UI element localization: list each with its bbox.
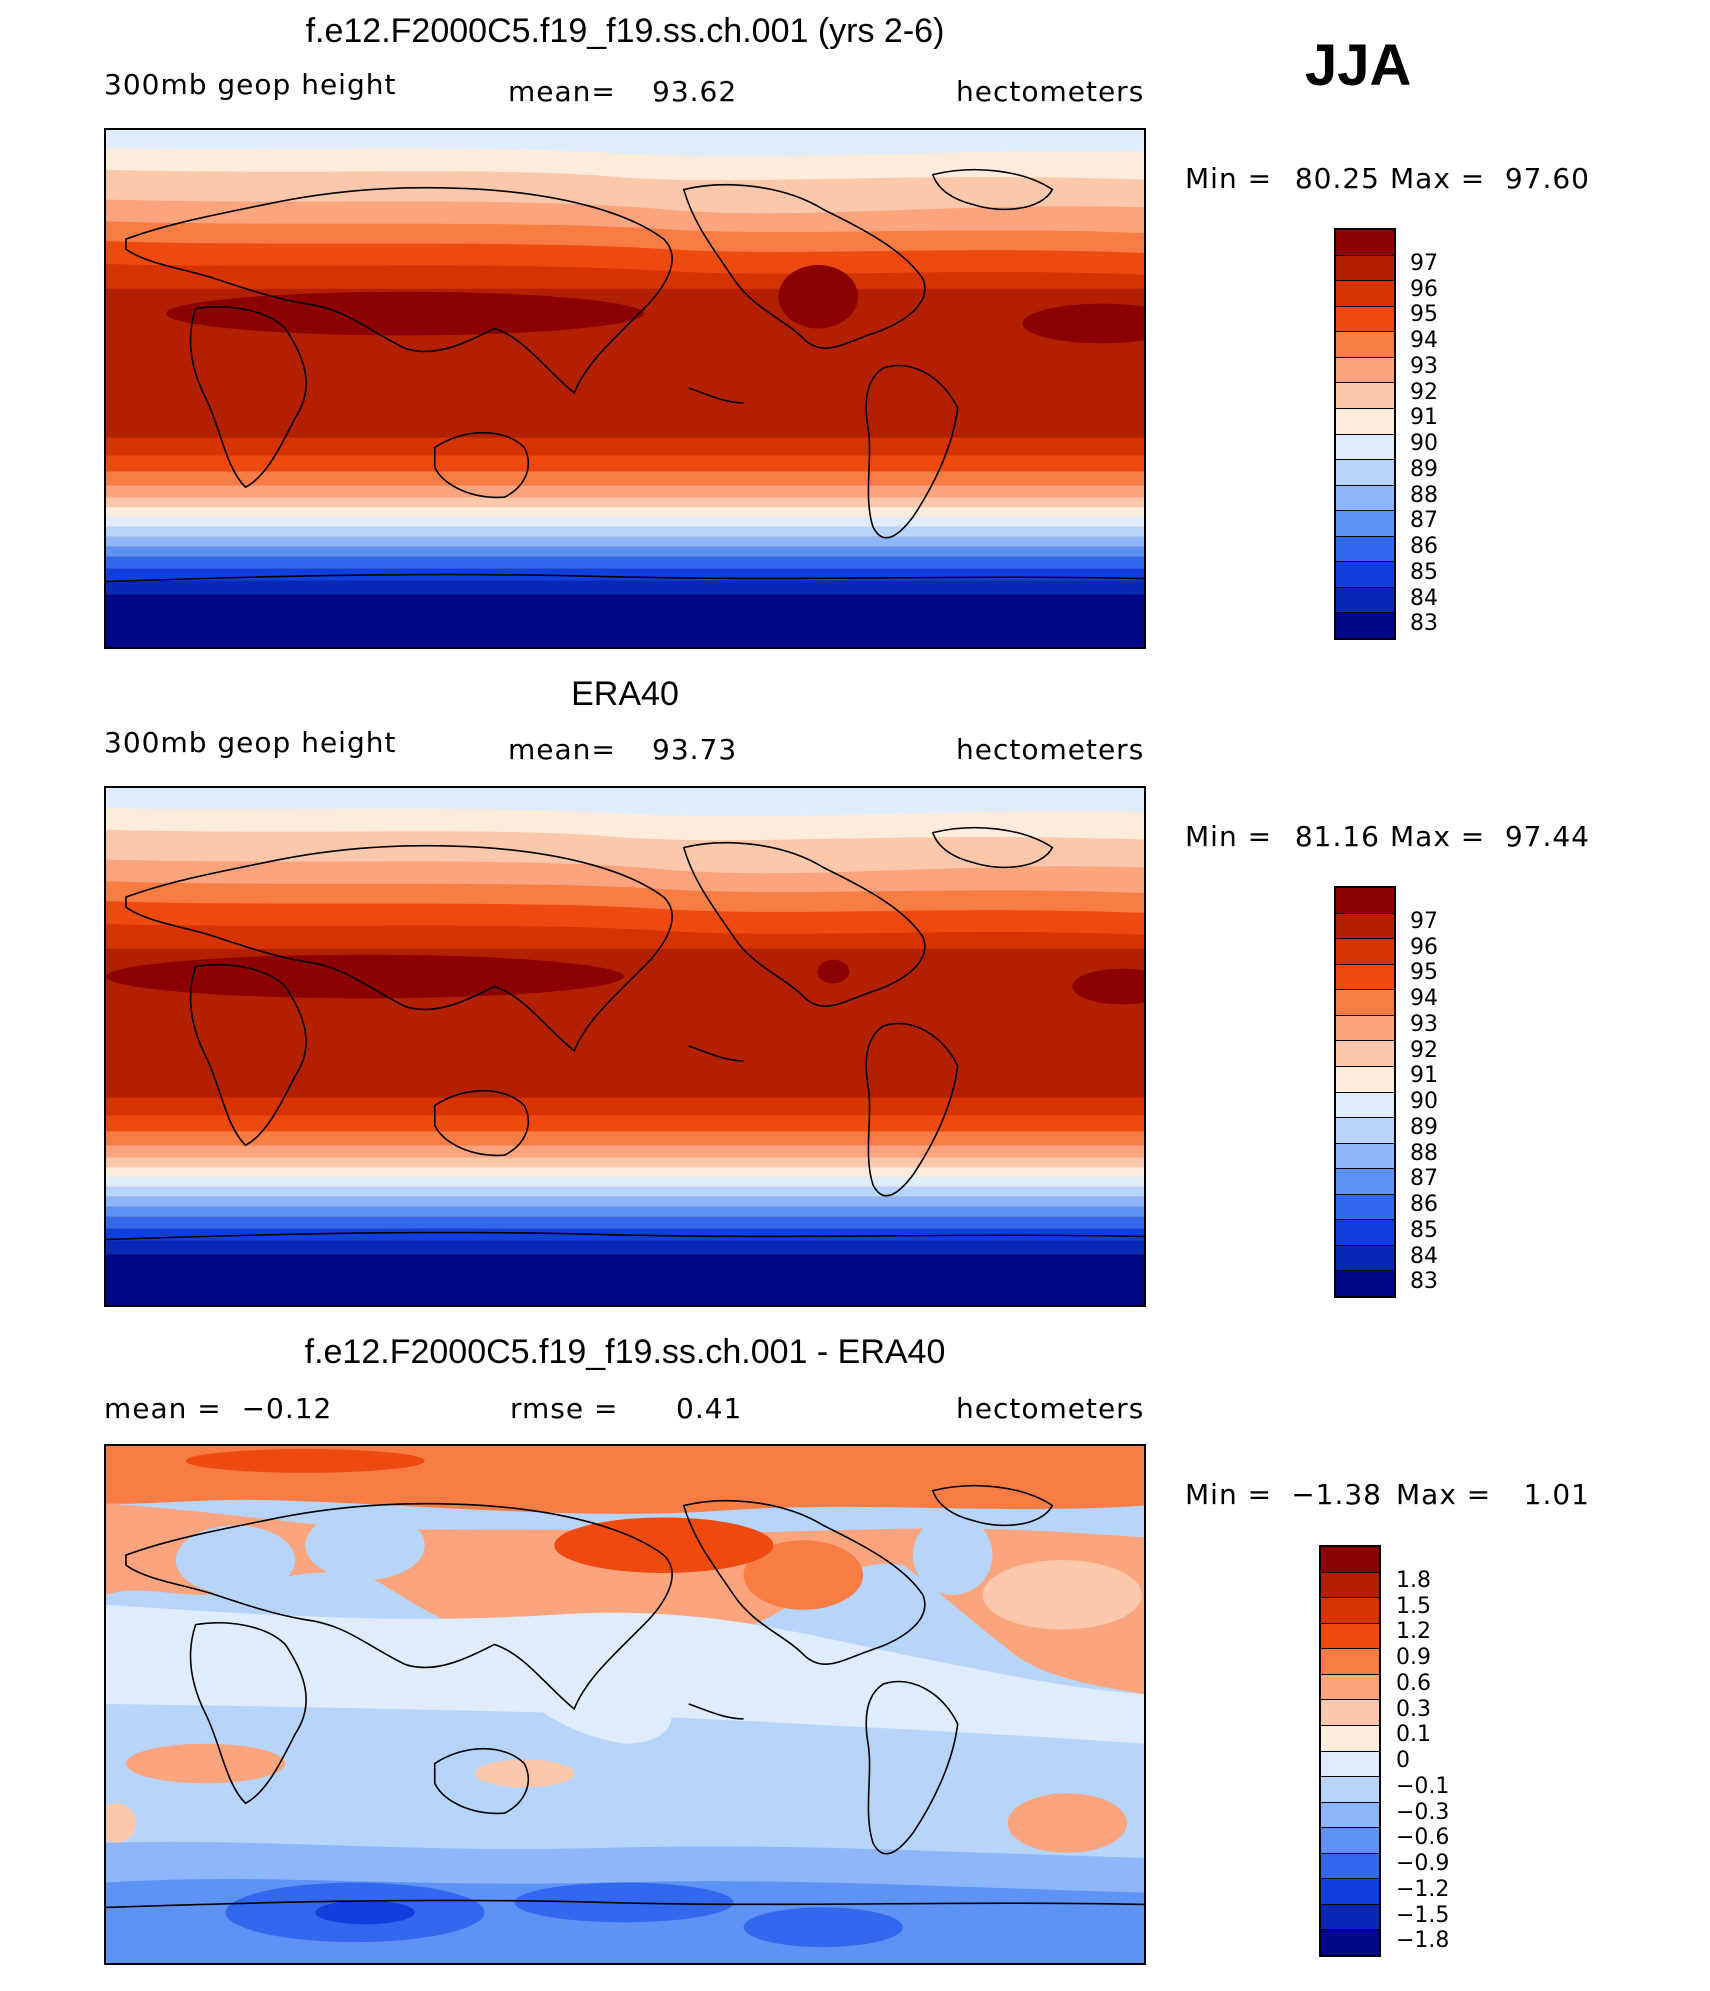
panel1-coastlines (106, 168, 1144, 583)
panel1-colorbar-tick: 89 (1410, 457, 1438, 482)
panel3-coastlines (106, 1484, 1144, 1909)
panel1-colorbar-tick: 84 (1410, 586, 1438, 611)
panel2-coastlines (106, 826, 1144, 1241)
panel3-mean: mean = −0.12 (104, 1392, 333, 1425)
panel3-min-value: −1.38 (1291, 1478, 1382, 1511)
panel3-rmse-label: rmse = (510, 1392, 619, 1425)
panel2-colorbar-tick: 96 (1410, 935, 1438, 960)
panel2-title: ERA40 (571, 675, 679, 713)
panel3-colorbar-tick: −0.6 (1396, 1825, 1450, 1850)
panel3-colorbar (1319, 1545, 1381, 1957)
panel3-colorbar-tick: 1.5 (1396, 1594, 1431, 1619)
panel2-colorbar-tick: 97 (1410, 909, 1438, 934)
panel2-colorbar-tick: 85 (1410, 1218, 1438, 1243)
panel3-colorbar-tick: 0.3 (1396, 1697, 1431, 1722)
panel1-colorbar-tick: 86 (1410, 534, 1438, 559)
panel2-variable-label: 300mb geop height (104, 726, 397, 759)
panel1-colorbar-tick: 97 (1410, 251, 1438, 276)
panel3-min-label: Min = (1185, 1478, 1273, 1511)
panel2-contours (106, 788, 1144, 1305)
panel1-map (104, 128, 1146, 649)
panel2-colorbar-tick: 89 (1410, 1115, 1438, 1140)
panel2-units: hectometers (956, 733, 1145, 766)
panel3-colorbar-tick: −1.8 (1396, 1928, 1450, 1953)
panel1-contours (106, 130, 1144, 647)
panel1-colorbar-tick: 92 (1410, 380, 1438, 405)
panel2-min-label: Min = (1185, 820, 1273, 853)
panel1-min-label: Min = (1185, 162, 1273, 195)
panel3-colorbar-tick: 0.6 (1396, 1671, 1431, 1696)
panel3-max-value: 1.01 (1523, 1478, 1590, 1511)
panel3-title: f.e12.F2000C5.f19_f19.ss.ch.001 - ERA40 (304, 1333, 946, 1371)
panel2-mean-value: 93.73 (652, 733, 738, 766)
panel1-colorbar-tick: 85 (1410, 560, 1438, 585)
panel2-colorbar-tick: 95 (1410, 960, 1438, 985)
panel2-colorbar-tick: 86 (1410, 1192, 1438, 1217)
panel2-colorbar-tick: 93 (1410, 1012, 1438, 1037)
panel2-colorbar-tick: 83 (1410, 1269, 1438, 1294)
panel1-colorbar-tick: 93 (1410, 354, 1438, 379)
panel2-map (104, 786, 1146, 1307)
panel3-colorbar-tick: 1.2 (1396, 1619, 1431, 1644)
panel1-max-label: Max = (1390, 162, 1486, 195)
panel3-colorbar-tick: −0.3 (1396, 1800, 1450, 1825)
panel2-max-label: Max = (1390, 820, 1486, 853)
panel1-colorbar-tick: 83 (1410, 611, 1438, 636)
panel2-colorbar-tick: 92 (1410, 1038, 1438, 1063)
panel3-rmse-value: 0.41 (676, 1392, 743, 1425)
panel2-colorbar-tick: 94 (1410, 986, 1438, 1011)
panel3-colorbar-tick: −0.9 (1396, 1851, 1450, 1876)
panel3-colorbar-tick: 1.8 (1396, 1568, 1431, 1593)
panel1-mean-label: mean= (508, 75, 616, 108)
panel3-colorbar-tick: −0.1 (1396, 1774, 1450, 1799)
panel1-colorbar-tick: 88 (1410, 483, 1438, 508)
season-label: JJA (1305, 33, 1412, 98)
panel2-max-value: 97.44 (1504, 820, 1590, 853)
panel2-colorbar (1334, 886, 1396, 1298)
panel3-max-label: Max = (1396, 1478, 1492, 1511)
panel1-units: hectometers (956, 75, 1145, 108)
panel3-colorbar-tick: −1.5 (1396, 1903, 1450, 1928)
panel1-colorbar-tick: 96 (1410, 277, 1438, 302)
panel1-mean-value: 93.62 (652, 75, 738, 108)
panel1-colorbar-tick: 87 (1410, 508, 1438, 533)
panel1-colorbar-tick: 95 (1410, 302, 1438, 327)
panel3-colorbar-tick: 0.1 (1396, 1722, 1431, 1747)
panel1-variable-label: 300mb geop height (104, 68, 397, 101)
panel3-units: hectometers (956, 1392, 1145, 1425)
panel3-colorbar-tick: −1.2 (1396, 1877, 1450, 1902)
panel3-colorbar-tick: 0 (1396, 1748, 1410, 1773)
panel1-colorbar-tick: 94 (1410, 328, 1438, 353)
panel2-colorbar-tick: 90 (1410, 1089, 1438, 1114)
panel1-max-value: 97.60 (1504, 162, 1590, 195)
panel2-colorbar-tick: 84 (1410, 1244, 1438, 1269)
panel3-contours (106, 1446, 1144, 1963)
panel1-colorbar-tick: 90 (1410, 431, 1438, 456)
panel2-mean-label: mean= (508, 733, 616, 766)
panel3-map (104, 1444, 1146, 1965)
panel3-colorbar-tick: 0.9 (1396, 1645, 1431, 1670)
panel2-min-value: 81.16 (1294, 820, 1380, 853)
panel1-colorbar-tick: 91 (1410, 405, 1438, 430)
panel1-title: f.e12.F2000C5.f19_f19.ss.ch.001 (yrs 2-6… (305, 12, 945, 50)
panel1-min-value: 80.25 (1294, 162, 1380, 195)
panel1-colorbar (1334, 228, 1396, 640)
panel2-colorbar-tick: 88 (1410, 1141, 1438, 1166)
panel2-colorbar-tick: 91 (1410, 1063, 1438, 1088)
panel2-colorbar-tick: 87 (1410, 1166, 1438, 1191)
